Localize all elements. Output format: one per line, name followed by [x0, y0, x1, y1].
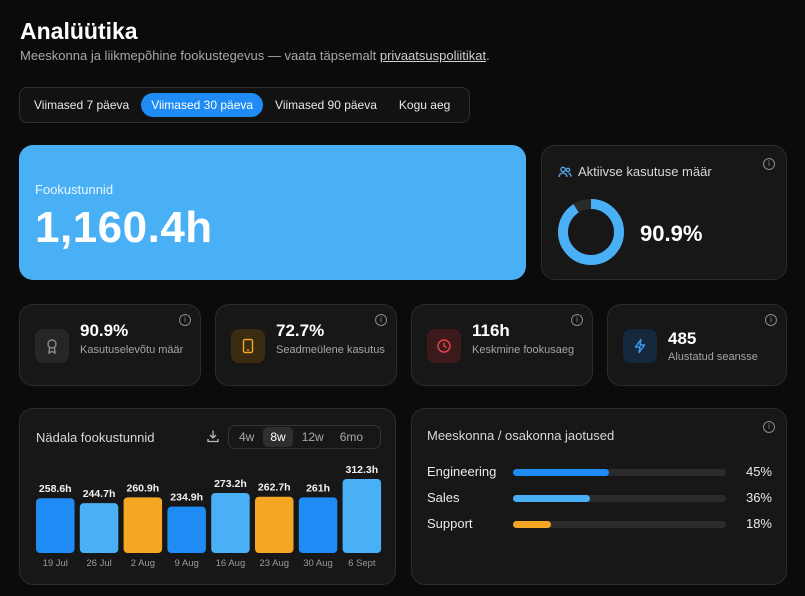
team-breakdown-title: Meeskonna / osakonna jaotused [427, 428, 615, 443]
team-percent: 18% [745, 516, 772, 531]
range-7-days[interactable]: Viimased 7 päeva [34, 98, 130, 112]
bar-26-jul [79, 503, 119, 553]
subtitle-suffix: . [486, 48, 490, 63]
team-percent: 45% [745, 464, 772, 479]
info-icon[interactable]: i [765, 314, 777, 326]
tab-12w[interactable]: 12w [301, 430, 324, 444]
stat-label: Keskmine fookusaeg [472, 344, 575, 356]
tab-4w[interactable]: 4w [239, 430, 255, 444]
stat-value: 90.9% [80, 321, 129, 340]
info-icon[interactable]: i [571, 314, 583, 326]
period-tabs: 4w 8w 12w 6mo [228, 425, 381, 449]
usage-donut [558, 199, 624, 265]
range-90-days[interactable]: Viimased 90 päeva [275, 98, 377, 112]
bar-9-aug [167, 506, 206, 553]
info-icon[interactable]: i [763, 158, 775, 170]
bar-value-label: 261h [306, 482, 330, 494]
bar-value-label: 312.3h [345, 464, 378, 476]
focus-hours-value: 1,160.4h [35, 203, 213, 252]
team-bar-track [513, 495, 726, 502]
bar-value-label: 273.2h [214, 478, 247, 490]
weekly-focus-card: Nädala fookustunnid 4w 8w 12w 6mo 258.6h… [19, 408, 396, 585]
active-usage-label: Aktiivse kasutuse määr [578, 164, 712, 179]
x-tick-label: 2 Aug [131, 558, 155, 569]
x-tick-label: 19 Jul [43, 558, 68, 569]
tab-8w[interactable]: 8w [263, 427, 293, 447]
info-icon[interactable]: i [763, 421, 775, 433]
active-usage-value: 90.9% [640, 221, 703, 246]
date-range-selector: Viimased 7 päeva Viimased 30 päeva Viima… [19, 87, 470, 123]
bar-23-aug [255, 496, 294, 553]
focus-hours-label: Fookustunnid [35, 182, 114, 197]
stat-card-cross-device: i 72.7% Seadmeülene kasutus [215, 304, 397, 386]
team-bar-track [513, 521, 726, 528]
team-bar-fill [513, 469, 609, 476]
clock-icon [427, 329, 461, 363]
team-name: Sales [427, 490, 460, 505]
subtitle-text: Meeskonna ja liikmepõhine fookustegevus … [20, 48, 380, 63]
bar-2-aug [123, 497, 163, 553]
x-tick-label: 6 Sept [348, 558, 376, 569]
weekly-focus-title: Nädala fookustunnid [36, 430, 155, 445]
weekly-bar-chart: 258.6h 19 Jul 244.7h 26 Jul 260.9h 2 Aug 234.9… [36, 464, 382, 569]
download-icon[interactable] [206, 429, 220, 443]
range-all-time[interactable]: Kogu aeg [398, 98, 451, 112]
team-bar-fill [513, 521, 551, 528]
team-breakdown-card: Meeskonna / osakonna jaotused i Engineer… [411, 408, 787, 585]
page-title: Analüütika [20, 18, 138, 44]
team-bar-fill [513, 495, 590, 502]
users-icon [558, 166, 572, 177]
active-usage-header: Aktiivse kasutuse määr [558, 164, 712, 179]
x-tick-label: 30 Aug [303, 558, 333, 569]
stat-value: 116h [472, 321, 510, 340]
team-row-sales: Sales 36% [427, 490, 772, 506]
info-icon[interactable]: i [375, 314, 387, 326]
stat-card-adoption: i 90.9% Kasutuselevõtu määr [19, 304, 201, 386]
stat-label: Alustatud seansse [668, 351, 758, 363]
stat-card-avg-focus: i 116h Keskmine fookusaeg [411, 304, 593, 386]
team-row-support: Support 18% [427, 516, 772, 532]
page-subtitle: Meeskonna ja liikmepõhine fookustegevus … [20, 48, 490, 63]
bar-value-label: 234.9h [170, 492, 203, 504]
team-name: Engineering [427, 464, 497, 479]
stat-card-sessions: i 485 Alustatud seansse [607, 304, 787, 386]
team-bar-track [513, 469, 726, 476]
x-tick-label: 16 Aug [216, 558, 246, 569]
x-tick-label: 9 Aug [174, 558, 198, 569]
stat-label: Seadmeülene kasutus [276, 344, 385, 356]
award-icon [35, 329, 69, 363]
info-icon[interactable]: i [179, 314, 191, 326]
x-tick-label: 26 Jul [86, 558, 111, 569]
stat-value: 485 [668, 329, 697, 348]
tablet-icon [231, 329, 265, 363]
focus-hours-card: Fookustunnid 1,160.4h [19, 145, 526, 280]
bar-16-aug [211, 492, 250, 553]
x-tick-label: 23 Aug [259, 558, 289, 569]
active-usage-card: Aktiivse kasutuse määr i 90.9% [541, 145, 787, 280]
team-row-engineering: Engineering 45% [427, 464, 772, 480]
team-percent: 36% [745, 490, 772, 505]
team-name: Support [427, 516, 473, 531]
bar-19-jul [36, 498, 75, 553]
bar-value-label: 258.6h [39, 483, 72, 495]
privacy-policy-link[interactable]: privaatsuspoliitikat [379, 48, 487, 63]
stat-value: 72.7% [276, 321, 325, 340]
bar-30-aug [298, 497, 338, 553]
range-30-days[interactable]: Viimased 30 päeva [141, 93, 264, 117]
bar-value-label: 262.7h [258, 482, 291, 494]
stat-label: Kasutuselevõtu määr [80, 344, 184, 356]
bolt-icon [623, 329, 657, 363]
tab-6mo[interactable]: 6mo [339, 430, 364, 444]
bar-value-label: 244.7h [83, 488, 116, 500]
bar-6-sept [342, 479, 382, 553]
bar-value-label: 260.9h [126, 482, 159, 494]
